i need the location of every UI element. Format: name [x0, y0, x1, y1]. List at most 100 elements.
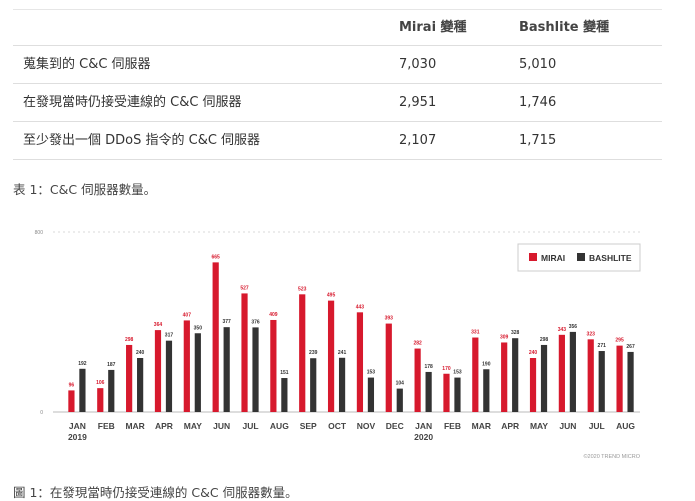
- data-label: 192: [78, 361, 87, 367]
- data-label: 364: [154, 322, 163, 328]
- data-label: 170: [442, 366, 451, 372]
- data-label: 187: [107, 362, 116, 368]
- data-label: 523: [298, 286, 307, 292]
- x-tick-label: APR: [155, 421, 173, 431]
- data-label: 295: [615, 338, 624, 344]
- header-bashlite: Bashlite 變種: [519, 20, 610, 35]
- table-caption: 表 1：C&C 伺服器數量。: [13, 182, 157, 197]
- bar-bashlite: [512, 338, 519, 412]
- data-label: 377: [223, 319, 232, 325]
- x-tick-label: JAN: [415, 421, 432, 431]
- data-label: 106: [96, 380, 105, 386]
- data-label: 393: [385, 316, 394, 322]
- bar-mirai: [241, 293, 248, 412]
- data-label: 527: [240, 285, 249, 291]
- chart-legend: MIRAI BASHLITE: [517, 243, 641, 272]
- x-tick-label: JUN: [559, 421, 576, 431]
- bar-bashlite: [483, 369, 490, 412]
- data-label: 323: [587, 331, 596, 337]
- bar-mirai: [501, 342, 508, 412]
- data-label: 190: [482, 361, 491, 367]
- data-label: 267: [626, 344, 635, 350]
- bar-mirai: [558, 334, 565, 412]
- data-label: 495: [327, 293, 336, 299]
- data-label: 665: [212, 254, 221, 260]
- header-mirai: Mirai 變種: [399, 20, 467, 35]
- bar-bashlite: [540, 344, 548, 412]
- x-tick-label: MAY: [530, 421, 548, 431]
- bashlite-value: 1,746: [519, 95, 557, 110]
- bar-bashlite: [165, 340, 173, 412]
- bar-mirai: [529, 358, 537, 412]
- x-tick-label: MAR: [125, 421, 144, 431]
- data-label: 271: [598, 343, 607, 349]
- x-tick-label: SEP: [300, 421, 317, 431]
- y-tick-label: 0: [40, 410, 43, 416]
- data-label: 153: [367, 370, 376, 376]
- bar-bashlite: [108, 369, 115, 412]
- bar-bashlite: [569, 331, 576, 412]
- mirai-value: 7,030: [399, 57, 437, 72]
- bar-mirai: [616, 345, 623, 412]
- mirai-value: 2,107: [399, 133, 437, 148]
- data-label: 151: [280, 370, 289, 376]
- row-label: 至少發出一個 DDoS 指令的 C&C 伺服器: [23, 133, 261, 148]
- bar-bashlite: [627, 351, 634, 412]
- x-tick-label: AUG: [270, 421, 289, 431]
- bar-mirai: [327, 300, 335, 412]
- data-label: 443: [356, 304, 365, 310]
- bar-mirai: [154, 330, 162, 412]
- x-tick-label: JUL: [589, 421, 605, 431]
- bar-mirai: [414, 348, 421, 412]
- x-tick-label: JUL: [242, 421, 258, 431]
- data-label: 407: [183, 312, 192, 318]
- bar-bashlite: [281, 378, 288, 412]
- year-label: 2019: [68, 432, 87, 442]
- bar-mirai: [212, 262, 219, 412]
- x-tick-label: AUG: [616, 421, 635, 431]
- cc-server-table: Mirai 變種 Bashlite 變種 蒐集到的 C&C 伺服器 7,030 …: [13, 9, 662, 160]
- bashlite-value: 1,715: [519, 133, 557, 148]
- data-label: 96: [69, 382, 75, 388]
- data-label: 298: [540, 337, 549, 343]
- legend-swatch-bashlite: [577, 253, 585, 261]
- bar-mirai: [443, 373, 450, 412]
- x-tick-label: MAR: [472, 421, 491, 431]
- watermark: ©2020 TREND MICRO: [583, 453, 640, 460]
- data-label: 298: [125, 337, 134, 343]
- bashlite-value: 5,010: [519, 57, 557, 72]
- data-label: 241: [338, 350, 347, 356]
- data-label: 309: [500, 334, 509, 340]
- x-tick-label: MAY: [184, 421, 202, 431]
- data-label: 240: [136, 350, 145, 356]
- x-tick-label: FEB: [444, 421, 461, 431]
- bar-bashlite: [137, 358, 144, 412]
- row-label: 蒐集到的 C&C 伺服器: [23, 57, 151, 72]
- bar-mirai: [183, 320, 190, 412]
- legend-label-bashlite: BASHLITE: [589, 253, 632, 263]
- bar-mirai: [270, 319, 277, 412]
- data-label: 317: [165, 333, 174, 339]
- figure-caption: 圖 1：在發現當時仍接受連線的 C&C 伺服器數量。: [13, 485, 298, 500]
- y-tick-label: 800: [35, 230, 44, 236]
- bar-bashlite: [252, 327, 259, 412]
- bar-bashlite: [598, 351, 605, 412]
- bar-bashlite: [338, 357, 346, 412]
- bar-bashlite: [223, 327, 230, 412]
- x-tick-label: APR: [501, 421, 519, 431]
- mirai-value: 2,951: [399, 95, 437, 110]
- table-row: 至少發出一個 DDoS 指令的 C&C 伺服器 2,107 1,715: [13, 122, 662, 160]
- bar-mirai: [126, 344, 133, 412]
- bar-mirai: [587, 339, 594, 412]
- bar-mirai: [97, 388, 104, 412]
- bar-mirai: [68, 390, 75, 412]
- data-label: 240: [529, 350, 538, 356]
- data-label: 409: [269, 312, 278, 318]
- data-label: 356: [569, 324, 578, 330]
- x-tick-label: OCT: [328, 421, 347, 431]
- data-label: 328: [511, 330, 520, 336]
- bar-mirai: [299, 294, 306, 412]
- table-header-row: Mirai 變種 Bashlite 變種: [13, 9, 662, 46]
- bar-bashlite: [425, 371, 432, 412]
